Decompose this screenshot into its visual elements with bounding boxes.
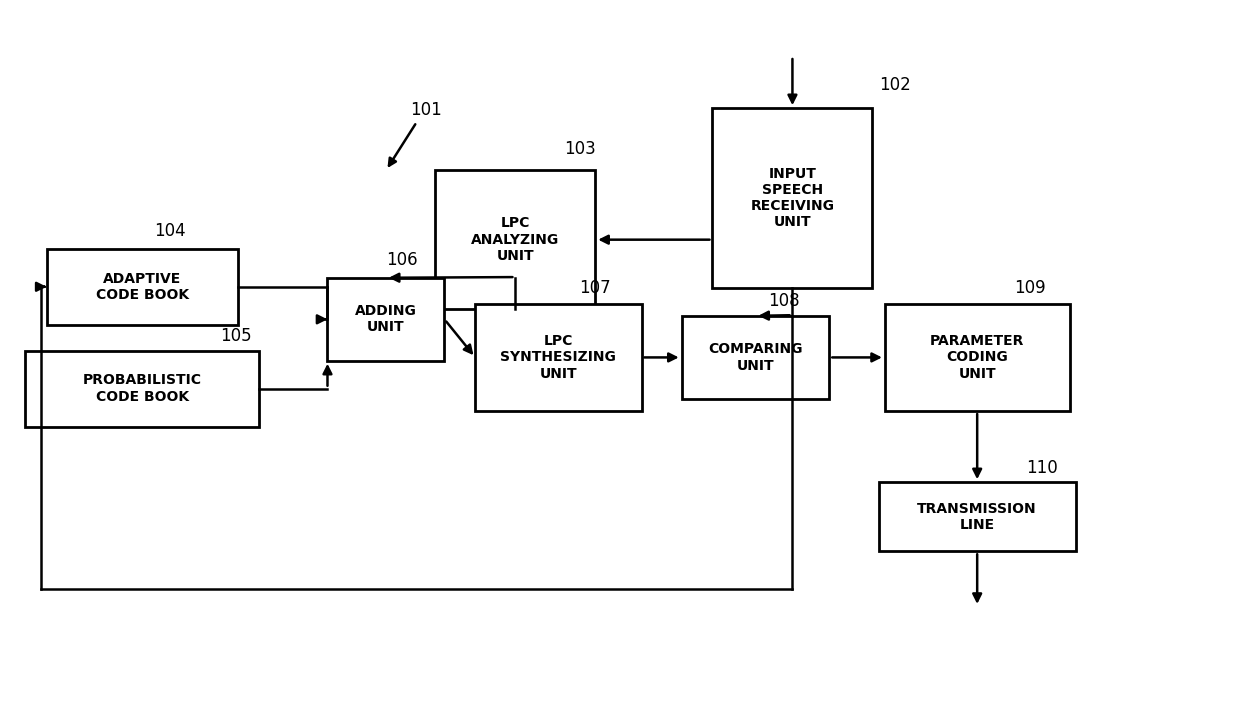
Text: LPC
ANALYZING
UNIT: LPC ANALYZING UNIT: [471, 217, 559, 263]
Bar: [885, 304, 1070, 411]
Bar: [25, 350, 259, 427]
Text: 106: 106: [386, 252, 418, 269]
Bar: [879, 482, 1076, 552]
Text: 109: 109: [1014, 279, 1045, 297]
Text: LPC
SYNTHESIZING
UNIT: LPC SYNTHESIZING UNIT: [501, 334, 616, 381]
Text: INPUT
SPEECH
RECEIVING
UNIT: INPUT SPEECH RECEIVING UNIT: [750, 167, 835, 229]
Text: 108: 108: [768, 292, 800, 311]
Text: 107: 107: [579, 279, 611, 297]
Text: ADDING
UNIT: ADDING UNIT: [355, 304, 417, 334]
Text: COMPARING
UNIT: COMPARING UNIT: [708, 342, 802, 372]
Text: 105: 105: [219, 327, 252, 345]
Text: TRANSMISSION
LINE: TRANSMISSION LINE: [918, 502, 1037, 532]
Bar: [475, 304, 641, 411]
Text: PARAMETER
CODING
UNIT: PARAMETER CODING UNIT: [930, 334, 1024, 381]
Bar: [47, 249, 238, 325]
Bar: [327, 278, 444, 361]
Text: 110: 110: [1027, 458, 1058, 477]
Bar: [435, 170, 595, 309]
Bar: [712, 108, 873, 288]
Text: ADAPTIVE
CODE BOOK: ADAPTIVE CODE BOOK: [95, 272, 188, 302]
Text: 104: 104: [155, 222, 186, 240]
Text: 101: 101: [410, 101, 443, 119]
Text: 102: 102: [879, 76, 910, 94]
Text: 103: 103: [564, 140, 596, 158]
Bar: [682, 316, 830, 399]
Text: PROBABILISTIC
CODE BOOK: PROBABILISTIC CODE BOOK: [83, 374, 202, 404]
